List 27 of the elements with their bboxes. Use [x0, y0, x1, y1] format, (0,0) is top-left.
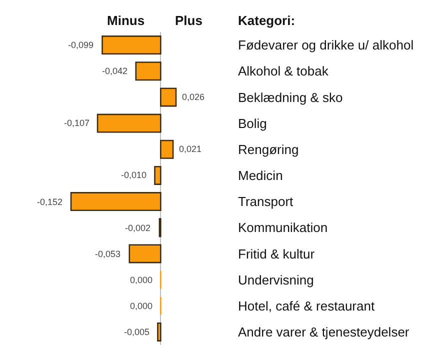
data-label: -0,152: [37, 197, 63, 207]
data-label: -0,099: [68, 40, 94, 50]
data-label: -0,010: [121, 170, 147, 180]
data-label: -0,042: [102, 66, 128, 76]
y-tick-label: Beklædning & sko: [238, 90, 343, 105]
data-label: -0,053: [95, 249, 121, 259]
text: Minus: [107, 13, 145, 28]
text: Kategori:: [238, 13, 296, 28]
data-label: -0,005: [124, 327, 150, 337]
data-label: 0,000: [130, 275, 153, 285]
data-label: 0,000: [130, 301, 153, 311]
y-tick-label: Hotel, café & restaurant: [238, 298, 375, 314]
y-tick-label: Rengøring: [238, 142, 299, 157]
y-tick-label: Kommunikation: [238, 220, 328, 236]
y-tick-label: Fødevarer og drikke u/ alkohol: [238, 38, 414, 53]
y-tick-label: Alkohol & tobak: [238, 64, 329, 79]
y-tick-label: Medicin: [238, 168, 283, 184]
y-tick-label: Transport: [238, 194, 294, 210]
data-label: -0,002: [125, 223, 151, 233]
data-label: 0,026: [182, 92, 205, 102]
data-label: -0,107: [64, 118, 90, 128]
y-tick-label: Andre varer & tjenesteydelser: [238, 324, 410, 340]
y-tick-label: Bolig: [238, 116, 267, 131]
y-tick-label: Fritid & kultur: [238, 246, 316, 262]
data-label: 0,021: [179, 144, 202, 154]
y-tick-label: Undervisning: [238, 272, 314, 288]
text: Plus: [175, 13, 202, 28]
